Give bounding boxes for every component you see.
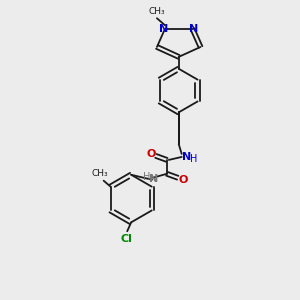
Text: H: H [190, 154, 197, 164]
Text: O: O [178, 175, 188, 185]
Text: Cl: Cl [120, 234, 132, 244]
Text: O: O [146, 149, 156, 159]
Text: N: N [159, 24, 169, 34]
Text: N: N [149, 174, 159, 184]
Text: H: H [143, 172, 151, 182]
Text: N: N [189, 24, 198, 34]
Text: N: N [182, 152, 191, 162]
Text: CH₃: CH₃ [148, 7, 165, 16]
Text: CH₃: CH₃ [92, 169, 108, 178]
